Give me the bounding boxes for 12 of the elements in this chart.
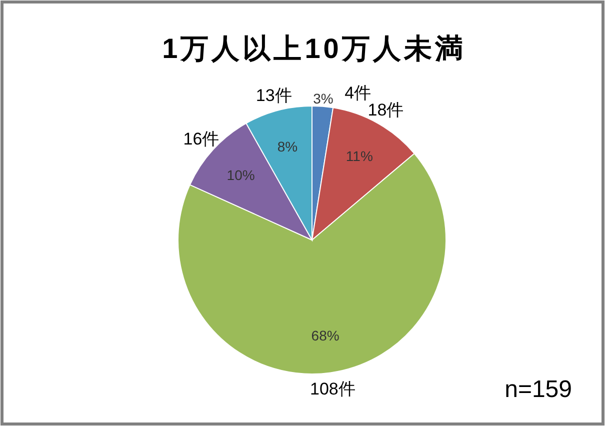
data-label: 16件 <box>183 130 220 149</box>
data-label: 18件 <box>368 100 404 120</box>
text: 68% <box>311 328 340 344</box>
data-label: 108件 <box>310 380 356 399</box>
text: 10% <box>226 166 255 183</box>
text: 11% <box>346 148 373 164</box>
data-label: 13件 <box>256 86 292 105</box>
text: 8% <box>277 138 298 155</box>
chart-title: 1万人以上10万人未満 <box>162 33 466 64</box>
data-label: 4件 <box>344 83 372 102</box>
text: 3% <box>313 90 334 106</box>
text: n=159 <box>504 376 572 403</box>
